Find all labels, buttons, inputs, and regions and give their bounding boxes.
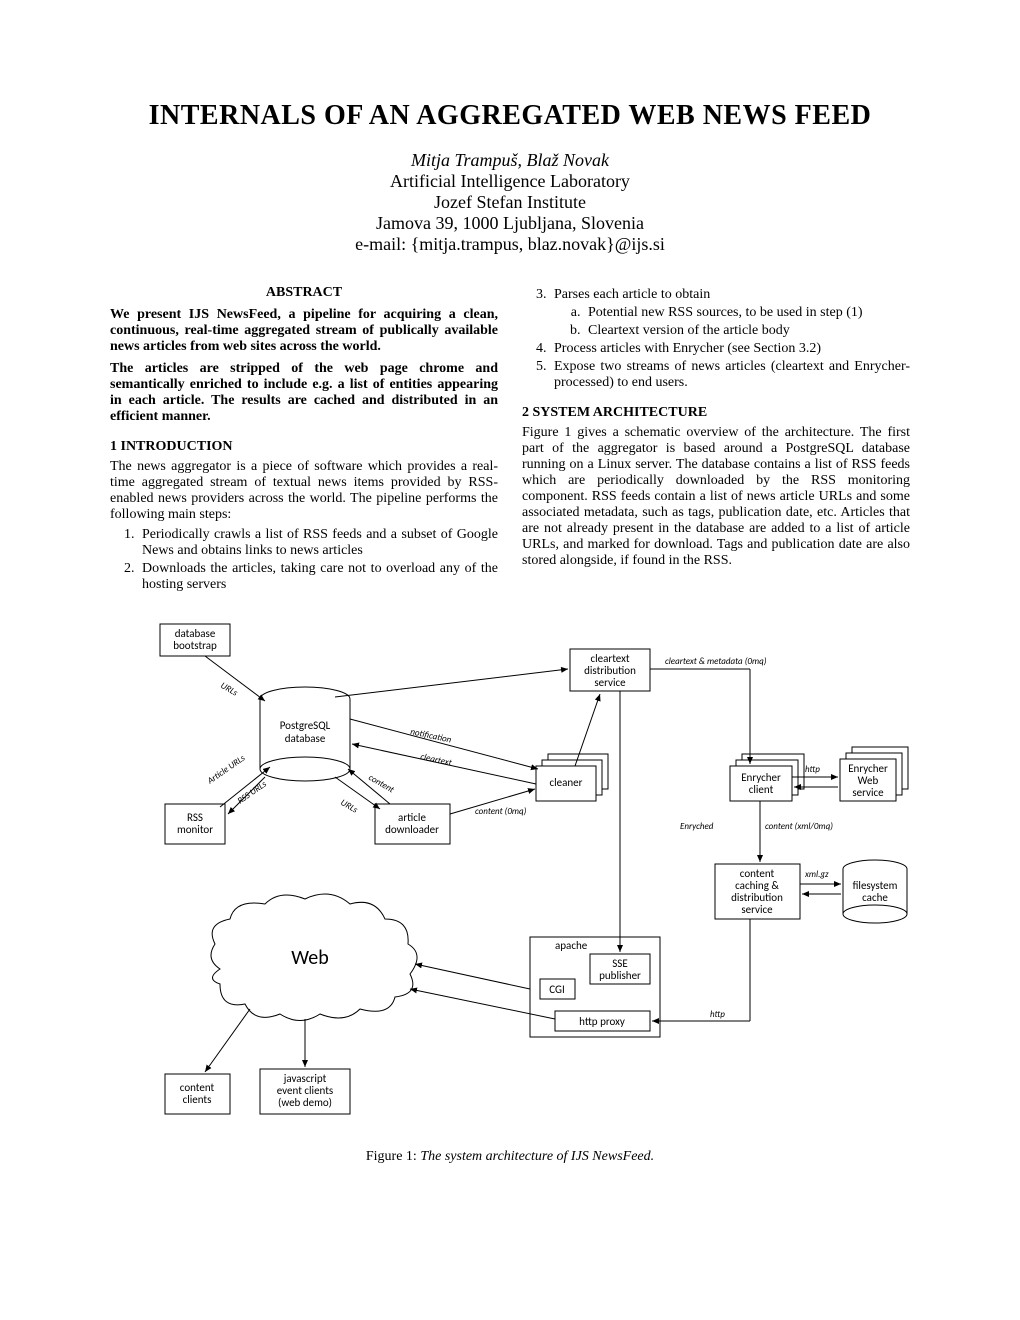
figure-1: database bootstrap PostgreSQL database R… bbox=[110, 619, 910, 1165]
svg-text:publisher: publisher bbox=[599, 969, 641, 982]
svg-text:cleartext: cleartext bbox=[419, 751, 453, 769]
paper-authors: Mitja Trampuš, Blaž Novak bbox=[110, 150, 910, 171]
svg-text:cache: cache bbox=[862, 891, 888, 904]
svg-text:cleaner: cleaner bbox=[549, 776, 582, 789]
svg-text:URLs: URLs bbox=[339, 797, 360, 816]
svg-text:CGI: CGI bbox=[549, 983, 564, 996]
paper-title: INTERNALS OF AN AGGREGATED WEB NEWS FEED bbox=[110, 100, 910, 132]
abstract-para-1: We present IJS NewsFeed, a pipeline for … bbox=[110, 307, 498, 355]
step-3-text: Parses each article to obtain bbox=[554, 287, 710, 302]
step-3b: Cleartext version of the article body bbox=[584, 323, 910, 339]
fig1-caption-text: The system architecture of IJS NewsFeed. bbox=[420, 1149, 654, 1164]
svg-text:(web demo): (web demo) bbox=[278, 1096, 332, 1109]
abstract-heading: ABSTRACT bbox=[110, 285, 498, 301]
two-column-body: ABSTRACT We present IJS NewsFeed, a pipe… bbox=[110, 285, 910, 595]
affil-lab: Artificial Intelligence Laboratory bbox=[110, 171, 910, 192]
svg-text:downloader: downloader bbox=[385, 823, 439, 836]
step-3-sublist: Potential new RSS sources, to be used in… bbox=[584, 305, 910, 339]
svg-text:content: content bbox=[367, 772, 397, 796]
svg-text:PostgreSQL: PostgreSQL bbox=[280, 719, 331, 732]
step-1: Periodically crawls a list of RSS feeds … bbox=[138, 527, 498, 559]
svg-text:http: http bbox=[710, 1009, 725, 1020]
svg-text:clients: clients bbox=[183, 1093, 212, 1106]
svg-text:apache: apache bbox=[555, 939, 588, 952]
affil-institute: Jozef Stefan Institute bbox=[110, 192, 910, 213]
figure-1-caption: Figure 1: The system architecture of IJS… bbox=[110, 1149, 910, 1165]
svg-text:xml.gz: xml.gz bbox=[804, 869, 829, 880]
section-1-heading: 1 INTRODUCTION bbox=[110, 439, 498, 455]
svg-text:database: database bbox=[285, 732, 326, 745]
abstract-para-2: The articles are stripped of the web pag… bbox=[110, 361, 498, 425]
figure-1-svg: database bootstrap PostgreSQL database R… bbox=[110, 619, 910, 1139]
svg-text:http proxy: http proxy bbox=[579, 1015, 625, 1028]
step-2: Downloads the articles, taking care not … bbox=[138, 561, 498, 593]
svg-text:Article URLs: Article URLs bbox=[205, 752, 248, 787]
svg-text:client: client bbox=[749, 783, 774, 796]
node-enrycher-web: Enrycher Web service bbox=[840, 747, 908, 801]
section-2-para: Figure 1 gives a schematic overview of t… bbox=[522, 425, 910, 569]
svg-text:service: service bbox=[852, 786, 884, 799]
affil-email: e-mail: {mitja.trampus, blaz.novak}@ijs.… bbox=[110, 234, 910, 255]
svg-text:RSS URLs: RSS URLs bbox=[235, 778, 269, 806]
step-3: Parses each article to obtain Potential … bbox=[550, 287, 910, 339]
paper-page: INTERNALS OF AN AGGREGATED WEB NEWS FEED… bbox=[0, 0, 1020, 1205]
svg-text:content (xml/0mq): content (xml/0mq) bbox=[765, 821, 833, 832]
svg-text:bootstrap: bootstrap bbox=[173, 639, 217, 652]
node-fs-cache: filesystem cache bbox=[843, 860, 907, 923]
left-column: ABSTRACT We present IJS NewsFeed, a pipe… bbox=[110, 285, 498, 595]
node-web-cloud: Web bbox=[211, 894, 417, 1020]
svg-text:Web: Web bbox=[291, 946, 329, 970]
pipeline-steps-left: Periodically crawls a list of RSS feeds … bbox=[138, 527, 498, 593]
node-cleaner: cleaner bbox=[536, 754, 608, 801]
svg-text:Enryched: Enryched bbox=[680, 821, 714, 832]
svg-text:content (0mq): content (0mq) bbox=[475, 806, 527, 817]
step-3a: Potential new RSS sources, to be used in… bbox=[584, 305, 910, 321]
svg-text:service: service bbox=[594, 676, 626, 689]
svg-text:monitor: monitor bbox=[177, 823, 213, 836]
section-1-intro: The news aggregator is a piece of softwa… bbox=[110, 459, 498, 523]
step-4: Process articles with Enrycher (see Sect… bbox=[550, 341, 910, 357]
svg-text:service: service bbox=[741, 903, 773, 916]
affil-address: Jamova 39, 1000 Ljubljana, Slovenia bbox=[110, 213, 910, 234]
fig1-caption-label: Figure 1: bbox=[366, 1149, 420, 1164]
node-postgres: PostgreSQL database bbox=[260, 687, 350, 781]
step-5: Expose two streams of news articles (cle… bbox=[550, 359, 910, 391]
section-2-heading: 2 SYSTEM ARCHITECTURE bbox=[522, 405, 910, 421]
svg-text:URLs: URLs bbox=[219, 680, 240, 699]
right-column: Parses each article to obtain Potential … bbox=[522, 285, 910, 595]
svg-text:http: http bbox=[805, 764, 820, 775]
svg-text:cleartext & metadata (0mq): cleartext & metadata (0mq) bbox=[665, 656, 767, 667]
svg-text:notification: notification bbox=[409, 726, 452, 745]
pipeline-steps-right: Parses each article to obtain Potential … bbox=[550, 287, 910, 391]
